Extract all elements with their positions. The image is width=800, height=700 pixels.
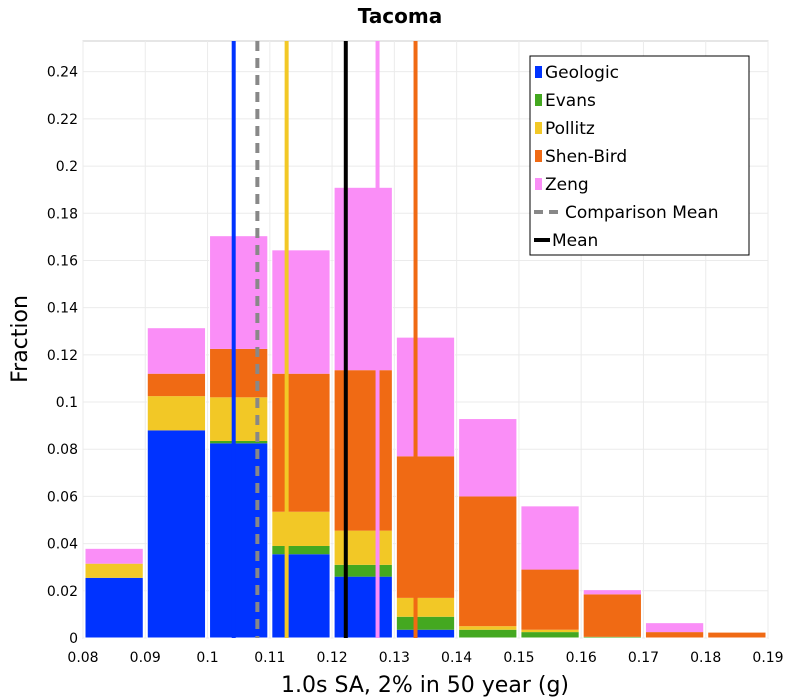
legend-label-evans: Evans	[545, 91, 596, 111]
y-tick-label: 0.2	[56, 159, 78, 175]
bar-pollitz	[271, 511, 331, 546]
legend-label-shen-bird: Shen-Bird	[545, 147, 627, 167]
bar-pollitz	[85, 563, 144, 578]
bar-outline	[84, 547, 144, 639]
bar-outline	[707, 631, 767, 639]
y-tick-label: 0.14	[47, 301, 78, 317]
x-tick-label: 0.12	[317, 650, 348, 666]
x-tick-label: 0.15	[503, 650, 534, 666]
bar-shen-bird	[334, 370, 393, 531]
legend-swatch-pollitz	[535, 122, 542, 134]
y-tick-label: 0.02	[47, 584, 78, 600]
y-tick-label: 0.18	[47, 206, 78, 222]
chart-title: Tacoma	[358, 4, 443, 28]
bar-pollitz	[334, 530, 393, 565]
y-axis-title: Fraction	[8, 295, 33, 383]
legend-label-mean: Mean	[552, 231, 598, 251]
y-tick-label: 0	[69, 631, 78, 647]
bar-evans	[396, 616, 455, 630]
legend-swatch-evans	[535, 94, 542, 106]
bar-zeng	[583, 589, 642, 595]
bar-shen-bird	[147, 373, 206, 397]
x-tick-label: 0.09	[130, 650, 161, 666]
x-tick-label: 0.1	[196, 650, 218, 666]
legend-swatch-zeng	[535, 178, 542, 190]
y-tick-label: 0.04	[47, 537, 78, 553]
bar-outline	[644, 622, 705, 639]
bar-geologic	[334, 576, 393, 638]
x-axis-title: 1.0s SA, 2% in 50 year (g)	[281, 673, 569, 698]
x-axis-ticks: 0.08 0.09 0.1 0.11 0.12 0.13 0.14 0.15 0.16 0.17 0…	[67, 650, 783, 666]
bar-outline	[395, 336, 456, 639]
y-tick-label: 0.16	[47, 253, 78, 269]
y-axis-ticks: 0 0.02 0.04 0.06 0.08 0.1 0.12 0.14 0.16 0.18 0.2 0…	[47, 65, 78, 647]
legend-swatch-geologic	[535, 66, 542, 78]
bar-outline	[271, 249, 331, 639]
x-tick-label: 0.16	[566, 650, 597, 666]
bar-evans	[520, 632, 580, 638]
bar-outline	[458, 418, 518, 639]
bar-geologic	[271, 554, 331, 638]
bar-zeng	[396, 337, 455, 457]
bar-zeng	[334, 187, 393, 371]
bar-evans	[209, 440, 268, 444]
legend-label-comparison-mean: Comparison Mean	[565, 203, 719, 223]
bar-zeng	[520, 505, 580, 570]
bar-shen-bird	[458, 496, 517, 627]
x-tick-label: 0.17	[628, 650, 659, 666]
bar-outline	[520, 505, 580, 639]
legend-label-pollitz: Pollitz	[545, 119, 595, 139]
y-tick-label: 0.24	[47, 65, 78, 81]
y-tick-label: 0.22	[47, 112, 78, 128]
bar-evans	[334, 564, 393, 577]
bar-outline	[209, 235, 269, 639]
y-tick-label: 0.12	[47, 348, 78, 364]
bar-geologic	[147, 430, 206, 638]
bar-pollitz	[147, 396, 206, 431]
bar-shen-bird	[707, 632, 766, 638]
y-tick-label: 0.06	[47, 489, 78, 505]
bar-shen-bird	[396, 456, 455, 598]
legend-label-zeng: Zeng	[545, 175, 589, 195]
x-tick-label: 0.08	[67, 650, 98, 666]
bar-evans	[458, 629, 517, 638]
legend-swatch-shen-bird	[535, 150, 542, 162]
bar-evans	[583, 636, 642, 638]
bar-zeng	[458, 418, 517, 497]
bar-shen-bird	[520, 569, 580, 630]
bar-pollitz	[458, 626, 517, 630]
bar-zeng	[85, 548, 144, 564]
x-tick-label: 0.19	[752, 650, 783, 666]
x-tick-label: 0.18	[690, 650, 721, 666]
bar-geologic	[396, 629, 455, 638]
bar-shen-bird	[645, 632, 704, 638]
y-tick-label: 0.08	[47, 442, 78, 458]
bar-evans	[271, 545, 331, 555]
bar-shen-bird	[583, 594, 642, 637]
legend: Geologic Evans Pollitz Shen-Bird Zeng Compari…	[529, 55, 750, 256]
x-tick-label: 0.14	[441, 650, 472, 666]
legend-label-geologic: Geologic	[545, 63, 619, 83]
bar-pollitz	[396, 597, 455, 617]
bar-outline	[146, 327, 207, 639]
bar-geologic	[85, 577, 144, 638]
y-tick-label: 0.1	[56, 395, 78, 411]
x-tick-label: 0.11	[254, 650, 285, 666]
bar-outline	[333, 186, 393, 639]
x-tick-label: 0.13	[379, 650, 410, 666]
bar-shen-bird	[271, 373, 331, 512]
bar-pollitz	[520, 629, 580, 633]
bar-zeng	[271, 249, 331, 374]
mean-lines-group	[231, 41, 418, 638]
legend-box	[529, 55, 750, 256]
bar-zeng	[147, 327, 206, 374]
bar-outline	[582, 589, 642, 639]
bar-zeng	[645, 622, 704, 633]
